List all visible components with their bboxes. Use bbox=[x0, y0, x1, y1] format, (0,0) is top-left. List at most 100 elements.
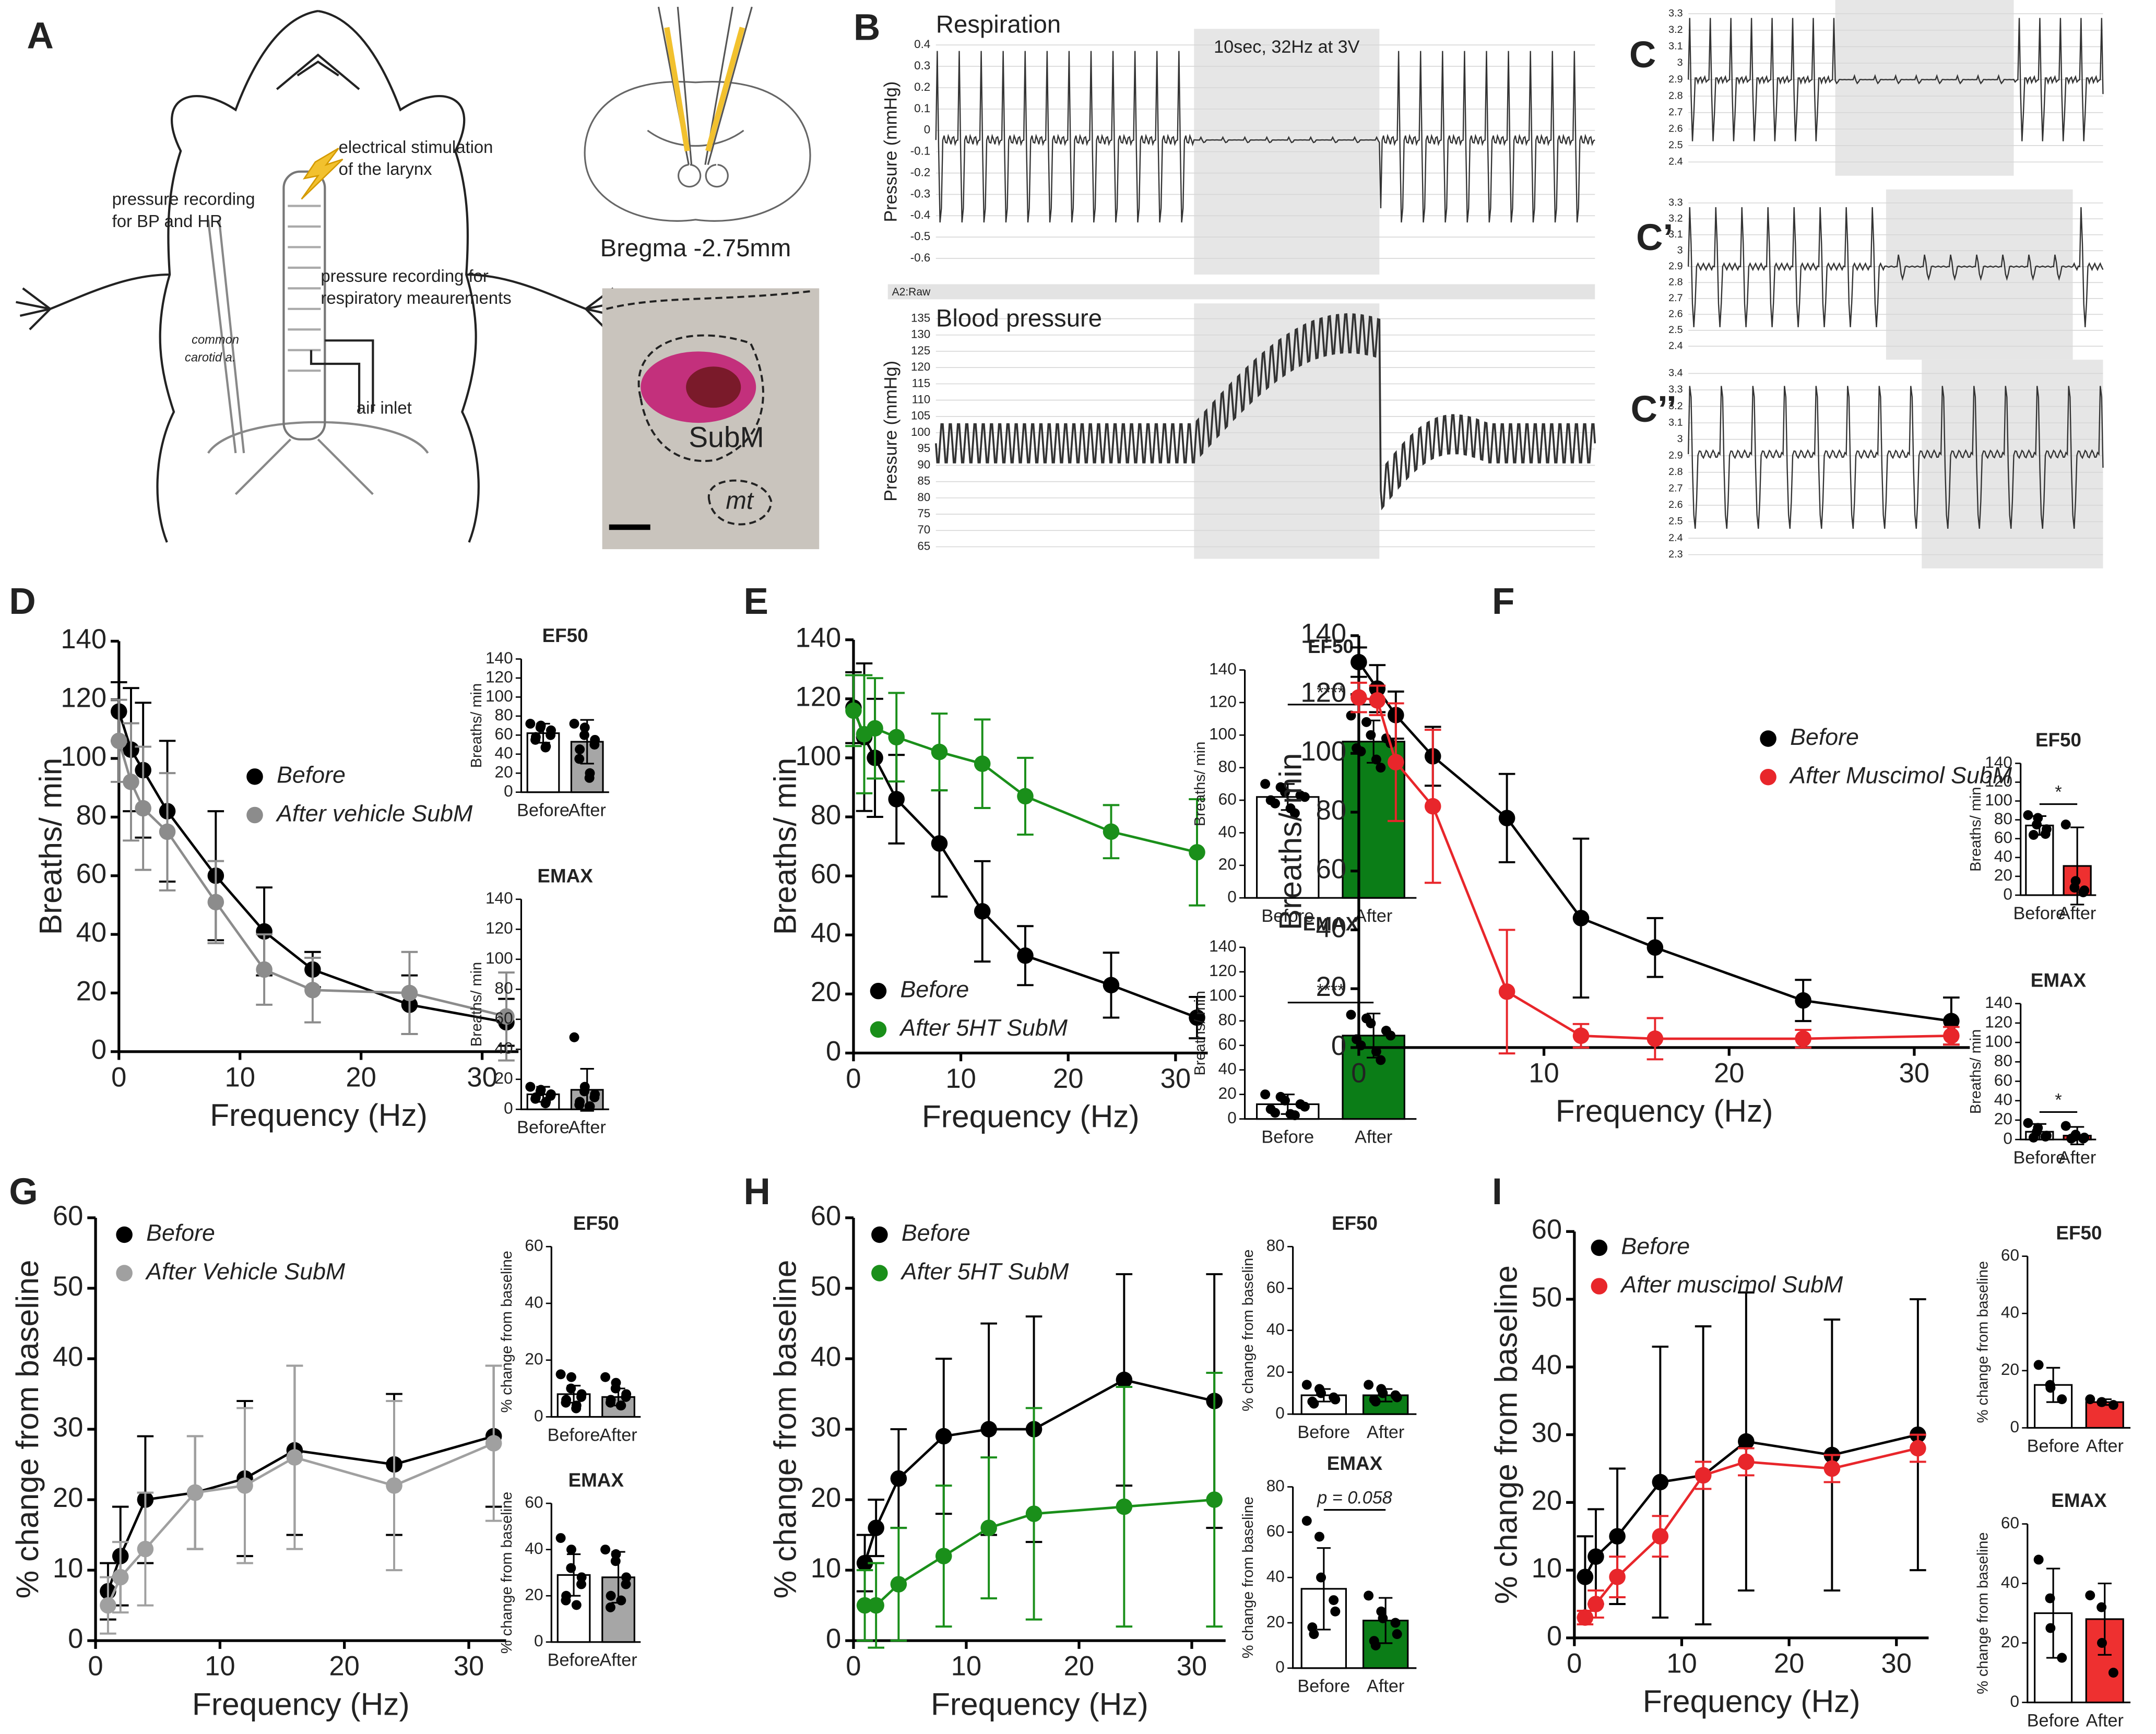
y-tick-label: 140 bbox=[1300, 619, 1346, 649]
diagram-text: pressure recording bbox=[112, 189, 255, 209]
data-point bbox=[856, 1597, 873, 1614]
y-tick-label: 20 bbox=[1316, 971, 1347, 1002]
data-point bbox=[1369, 692, 1386, 709]
data-point bbox=[2097, 1638, 2107, 1648]
data-point bbox=[1103, 823, 1120, 840]
legend-label: After 5HT SubM bbox=[899, 1015, 1068, 1041]
data-point bbox=[1572, 1027, 1590, 1044]
data-point bbox=[530, 734, 541, 745]
chart-title: EMAX bbox=[2051, 1490, 2107, 1511]
y-tick-label: 0 bbox=[1227, 887, 1237, 906]
data-point bbox=[2033, 1360, 2044, 1370]
x-tick-label: After bbox=[1367, 1677, 1404, 1696]
data-point bbox=[931, 835, 948, 852]
data-point bbox=[584, 773, 595, 783]
y-tick-label: 2.4 bbox=[1668, 340, 1683, 352]
data-point bbox=[575, 744, 585, 755]
data-point bbox=[137, 1540, 154, 1558]
y-tick-label: 3.4 bbox=[1668, 367, 1683, 379]
y-tick-label: 20 bbox=[1218, 1084, 1237, 1102]
y-tick-label: 80 bbox=[917, 491, 930, 504]
x-tick-label: Before bbox=[2013, 1148, 2066, 1168]
significance-label: **** bbox=[1317, 981, 1344, 1001]
data-point bbox=[1738, 1453, 1755, 1470]
y-axis-label: % change from baseline bbox=[9, 1260, 45, 1599]
y-tick-label: 80 bbox=[495, 979, 513, 997]
y-axis-label: % change from baseline bbox=[499, 1492, 515, 1654]
legend-marker bbox=[870, 982, 887, 1000]
x-axis-label: Frequency (Hz) bbox=[192, 1686, 410, 1721]
x-tick-label: After bbox=[1355, 906, 1392, 926]
data-point bbox=[1364, 1590, 1374, 1601]
x-tick-label: 10 bbox=[205, 1651, 235, 1682]
panel-label: C bbox=[1629, 34, 1656, 76]
data-point bbox=[1309, 1398, 1319, 1409]
y-tick-label: 2.8 bbox=[1668, 466, 1683, 478]
y-tick-label: 120 bbox=[1209, 961, 1237, 980]
panel-label: E bbox=[744, 581, 768, 622]
data-point bbox=[1588, 1596, 1604, 1612]
panel-label: C’ bbox=[1636, 217, 1673, 258]
data-point bbox=[1388, 754, 1404, 770]
data-point bbox=[890, 1470, 907, 1487]
y-tick-label: 20 bbox=[2001, 1360, 2019, 1379]
y-tick-label: 2.6 bbox=[1668, 308, 1683, 320]
series-line bbox=[1358, 696, 1951, 1040]
chart-title: EF50 bbox=[573, 1213, 619, 1234]
data-point bbox=[2028, 830, 2039, 840]
y-tick-label: 80 bbox=[495, 705, 513, 724]
data-point bbox=[1309, 1629, 1319, 1640]
y-tick-label: 20 bbox=[1218, 854, 1237, 873]
data-point bbox=[1390, 1618, 1401, 1628]
data-point bbox=[1371, 754, 1381, 765]
y-tick-label: 3.2 bbox=[1668, 24, 1683, 35]
y-tick-label: 2.9 bbox=[1668, 260, 1683, 272]
legend-label: Before bbox=[1621, 1233, 1690, 1259]
x-tick-label: 20 bbox=[1714, 1058, 1745, 1088]
y-tick-label: 0 bbox=[1275, 1657, 1285, 1676]
data-point bbox=[1280, 787, 1290, 797]
bregma-label: Bregma -2.75mm bbox=[600, 234, 791, 262]
y-tick-label: 40 bbox=[1218, 822, 1237, 841]
y-tick-label: 100 bbox=[1209, 725, 1237, 743]
y-tick-label: 60 bbox=[1218, 789, 1237, 808]
y-tick-label: 40 bbox=[76, 917, 107, 948]
data-point bbox=[1943, 1013, 1960, 1029]
data-point bbox=[1289, 808, 1300, 818]
y-tick-label: 60 bbox=[1316, 854, 1347, 885]
y-tick-label: 120 bbox=[1985, 771, 2012, 790]
data-point bbox=[610, 1383, 621, 1394]
chart-title: EMAX bbox=[1327, 1453, 1383, 1474]
data-point bbox=[1316, 1572, 1326, 1583]
y-tick-label: 100 bbox=[1985, 790, 2012, 809]
y-tick-label: 140 bbox=[1209, 936, 1237, 955]
y-tick-label: 80 bbox=[1994, 1051, 2012, 1070]
legend-label: After Vehicle SubM bbox=[145, 1259, 346, 1285]
y-tick-label: 40 bbox=[1994, 1090, 2012, 1109]
x-tick-label: After bbox=[568, 801, 606, 821]
y-tick-label: 2.9 bbox=[1668, 449, 1683, 461]
y-tick-label: 100 bbox=[61, 741, 106, 772]
y-tick-label: 20 bbox=[1266, 1612, 1285, 1631]
panel-label: G bbox=[9, 1171, 38, 1213]
data-point bbox=[123, 774, 139, 790]
significance-label: **** bbox=[1317, 683, 1344, 703]
diagram-text: air inlet bbox=[357, 398, 412, 418]
y-tick-label: 60 bbox=[1266, 1522, 1285, 1540]
y-tick-label: -0.6 bbox=[910, 251, 931, 264]
y-tick-label: 20 bbox=[495, 763, 513, 781]
y-tick-label: 2.4 bbox=[1668, 532, 1683, 543]
data-point bbox=[605, 1602, 615, 1612]
data-point bbox=[207, 894, 224, 911]
data-point bbox=[1103, 977, 1120, 994]
y-tick-label: 130 bbox=[911, 328, 930, 341]
y-axis-label: Breaths/ min bbox=[468, 962, 485, 1047]
mt-label: mt bbox=[726, 487, 754, 515]
y-tick-label: 60 bbox=[2001, 1513, 2019, 1532]
data-point bbox=[256, 923, 273, 940]
x-axis-label: Frequency (Hz) bbox=[1556, 1093, 1773, 1129]
y-tick-label: 40 bbox=[495, 1039, 513, 1058]
x-tick-label: 20 bbox=[329, 1651, 360, 1682]
y-tick-label: 2.6 bbox=[1668, 123, 1683, 134]
x-tick-label: Before bbox=[1261, 906, 1314, 926]
